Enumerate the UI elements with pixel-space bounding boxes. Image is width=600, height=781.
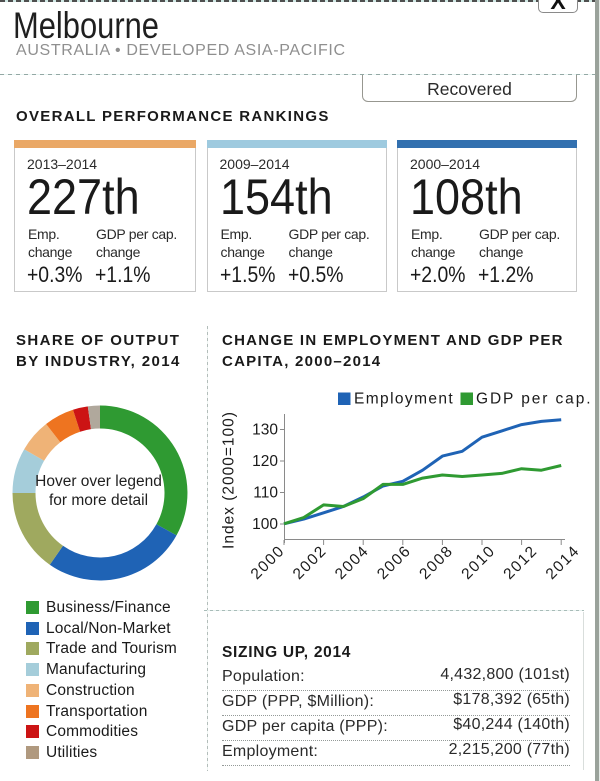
svg-text:2014: 2014	[543, 542, 584, 583]
svg-text:100: 100	[252, 516, 278, 533]
svg-text:Employment: Employment	[354, 391, 454, 408]
svg-text:2006: 2006	[374, 542, 415, 583]
svg-text:120: 120	[252, 453, 278, 470]
svg-text:2000: 2000	[248, 542, 289, 583]
svg-text:2002: 2002	[290, 542, 331, 583]
svg-text:130: 130	[252, 422, 278, 439]
svg-text:110: 110	[253, 485, 278, 502]
svg-text:2012: 2012	[500, 542, 541, 583]
svg-text:GDP per cap.: GDP per cap.	[476, 391, 592, 408]
svg-text:2008: 2008	[416, 542, 457, 583]
svg-text:2004: 2004	[332, 542, 373, 583]
svg-text:Index (2000=100): Index (2000=100)	[221, 411, 238, 549]
svg-text:2010: 2010	[458, 542, 499, 583]
